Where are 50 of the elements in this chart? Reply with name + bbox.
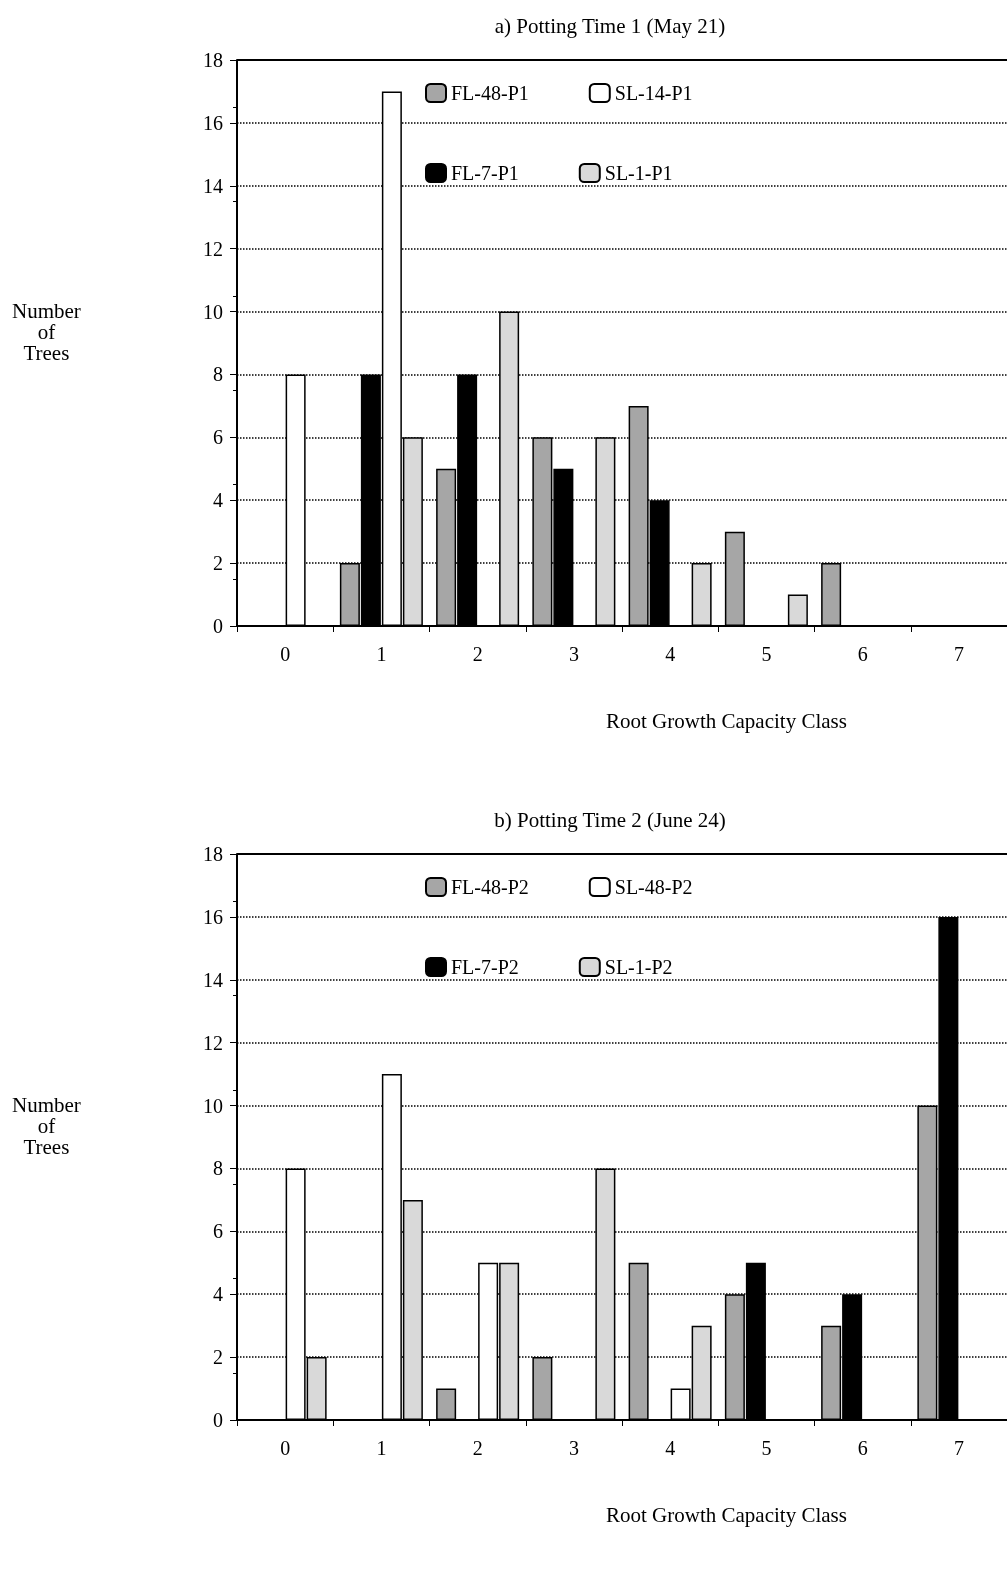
x-tick-label: 4 [665, 643, 676, 665]
legend-label: SL-1-P2 [604, 956, 673, 978]
x-tick-label: 5 [761, 1437, 772, 1459]
x-tick-label: 1 [376, 643, 387, 665]
y-tick-label: 16 [203, 905, 223, 928]
chart-title: a) Potting Time 1 (May 21) [494, 13, 726, 38]
y-tick-label: 10 [203, 300, 223, 323]
y-tick-label: 8 [213, 363, 223, 386]
x-axis-title: Root Growth Capacity Class [605, 708, 847, 733]
y-tick-label: 10 [203, 1094, 223, 1117]
legend-label: FL-48-P2 [451, 876, 529, 898]
legend-label: SL-1-P1 [604, 162, 673, 184]
y-tick-label: 6 [213, 426, 223, 449]
x-tick-label: 3 [568, 643, 579, 665]
x-tick-label: 3 [568, 1437, 579, 1459]
x-axis-title: Root Growth Capacity Class [605, 1502, 847, 1527]
legend-label: FL-48-P1 [451, 82, 529, 104]
chart-title: b) Potting Time 2 (June 24) [494, 807, 726, 832]
x-tick-label: 6 [857, 1437, 868, 1459]
y-tick-label: 4 [213, 1283, 223, 1306]
y-axis-title: Number of Trees [11, 1092, 81, 1159]
y-tick-label: 0 [213, 1409, 223, 1431]
legend-label: SL-48-P2 [614, 876, 693, 898]
x-tick-label: 5 [761, 643, 772, 665]
x-tick-label: 7 [953, 1437, 964, 1459]
legend-label: FL-7-P2 [451, 956, 519, 978]
y-tick-label: 14 [203, 968, 223, 991]
y-tick-label: 18 [203, 49, 223, 71]
y-tick-label: 18 [203, 843, 223, 865]
y-tick-label: 2 [213, 1346, 223, 1369]
y-tick-label: 8 [213, 1157, 223, 1180]
x-tick-label: 6 [857, 643, 868, 665]
x-tick-label: 7 [953, 643, 964, 665]
legend-label: SL-14-P1 [614, 82, 693, 104]
y-tick-label: 14 [203, 174, 223, 197]
y-tick-label: 16 [203, 111, 223, 134]
x-tick-label: 4 [665, 1437, 676, 1459]
y-tick-label: 2 [213, 552, 223, 575]
y-tick-label: 0 [213, 615, 223, 637]
y-axis-title: Number of Trees [11, 298, 81, 365]
x-tick-label: 2 [472, 1437, 483, 1459]
y-tick-label: 12 [203, 237, 223, 260]
y-tick-label: 12 [203, 1031, 223, 1054]
legend-label: FL-7-P1 [451, 162, 519, 184]
x-tick-label: 0 [280, 1437, 291, 1459]
y-tick-label: 6 [213, 1220, 223, 1243]
x-tick-label: 1 [376, 1437, 387, 1459]
x-tick-label: 0 [280, 643, 291, 665]
y-tick-label: 4 [213, 489, 223, 512]
x-tick-label: 2 [472, 643, 483, 665]
